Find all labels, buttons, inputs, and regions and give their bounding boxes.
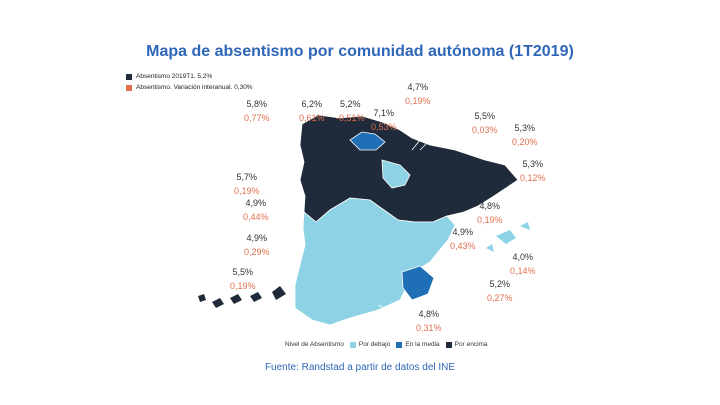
region-label: 4,0% 0,14% <box>510 252 536 276</box>
legend-label-en-la-media: En la media <box>405 341 440 348</box>
region-south <box>294 197 456 326</box>
region-baleares-3 <box>486 244 494 252</box>
region-label: 4,9% 0,43% <box>450 227 476 251</box>
legend-swatch-variacion <box>126 84 132 91</box>
region-baleares-2 <box>520 222 530 230</box>
legend-swatch-por-debajo <box>349 341 356 348</box>
legend-swatch-por-encima <box>445 341 452 348</box>
legend-top: Absentismo 2019T1. 5,2% Absentismo. Vari… <box>126 71 253 93</box>
legend-swatch-en-la-media <box>396 341 403 348</box>
region-label: 5,3% 0,20% <box>512 123 538 147</box>
legend-swatch-absentismo <box>126 73 132 80</box>
map-title: Mapa de absentismo por comunidad autónom… <box>146 43 574 60</box>
region-murcia <box>401 265 435 301</box>
region-label: 4,8% 0,19% <box>477 201 503 225</box>
legend-bottom-title: Nivel de Absentismo <box>285 341 344 348</box>
region-label: 5,8% 0,77% <box>244 99 270 123</box>
legend-label-por-encima: Por encima <box>454 341 488 348</box>
legend-label-absentismo: Absentismo 2019T1. 5,2% <box>136 73 213 80</box>
region-label: 5,2% -0,51% <box>336 99 365 123</box>
region-aragon <box>381 159 411 189</box>
region-label: 4,9% 0,29% <box>244 233 270 257</box>
legend-bottom: Nivel de Absentismo Por debajo En la med… <box>285 341 488 348</box>
pointer-lines <box>377 107 489 323</box>
region-label: 5,7% 0,19% <box>234 172 260 196</box>
region-label: 5,5% 0,19% <box>230 267 256 291</box>
region-label: 5,5% 0,03% <box>472 111 498 135</box>
legend-label-por-debajo: Por debajo <box>358 341 391 348</box>
region-baleares-1 <box>496 230 516 244</box>
source-note: Fuente: Randstad a partir de datos del I… <box>264 362 456 373</box>
region-label: 4,9% 0,44% <box>243 198 269 222</box>
region-label: 7,1% 0,53% <box>371 108 397 132</box>
region-label: 4,7% 0,19% <box>405 82 431 106</box>
region-cantabria <box>349 131 386 151</box>
region-label: 4,8% 0,31% <box>416 309 442 333</box>
region-label: 5,2% 0,27% <box>487 279 513 303</box>
region-label: 5,3% 0,12% <box>520 159 546 183</box>
region-canarias <box>198 286 286 308</box>
legend-label-variacion: Absentismo. Variación interanual. 0,30% <box>136 84 253 91</box>
region-label: 6,2% 0,61% <box>299 99 325 123</box>
